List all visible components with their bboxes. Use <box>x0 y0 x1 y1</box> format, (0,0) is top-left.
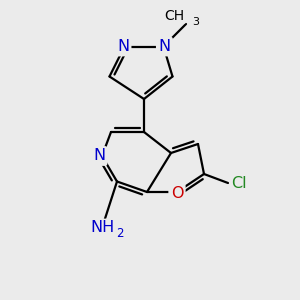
Text: N: N <box>117 39 129 54</box>
Text: O: O <box>171 186 183 201</box>
Text: NH: NH <box>90 220 114 236</box>
Text: Cl: Cl <box>231 176 247 190</box>
Text: 2: 2 <box>116 227 123 240</box>
Text: CH: CH <box>164 8 184 22</box>
Text: N: N <box>158 39 170 54</box>
Text: N: N <box>93 148 105 164</box>
Text: 3: 3 <box>192 17 199 27</box>
